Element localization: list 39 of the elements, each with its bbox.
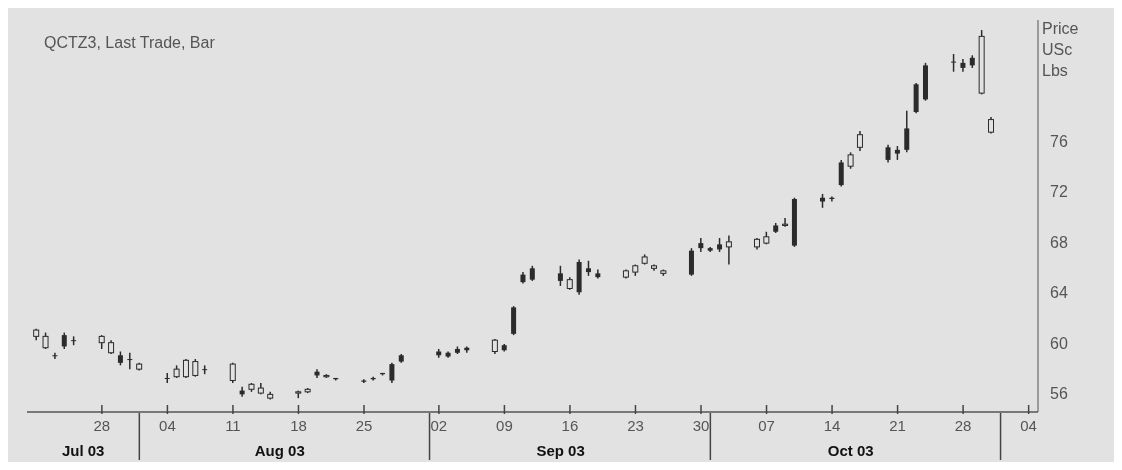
x2-tick-label: Aug 03 (254, 442, 305, 459)
x-tick-label: 23 (627, 417, 644, 434)
candlestick (164, 372, 170, 384)
candlestick (725, 234, 732, 266)
x-tick-label: 04 (1020, 417, 1037, 434)
x-tick-label: 07 (758, 417, 775, 434)
x2-tick-label: Jul 03 (61, 442, 105, 459)
x2-tick-label: Oct 03 (827, 442, 874, 459)
x-tick-label: 25 (355, 417, 373, 434)
y-axis-title: Price USc Lbs (1042, 20, 1079, 79)
x-tick-label: 14 (823, 417, 841, 434)
y-tick-label: 64 (1050, 284, 1068, 302)
candlestick (904, 110, 910, 154)
x-tick-label: 28 (93, 417, 111, 434)
candlestick (557, 265, 563, 287)
x-tick-label: 04 (159, 417, 176, 434)
text: QCTZ3, Last Trade, Bar (44, 34, 215, 52)
x-tick-label: 21 (889, 417, 906, 434)
candlestick (782, 217, 789, 228)
y-tick-label: 76 (1050, 133, 1068, 150)
candlestick (182, 358, 189, 379)
candlestick (856, 130, 863, 152)
x-tick-label: 30 (692, 417, 710, 434)
y-tick-label: 72 (1050, 183, 1068, 201)
y-tick-label: 56 (1050, 385, 1068, 403)
x-tick-label: 09 (496, 417, 513, 434)
x-tick-label: 02 (430, 417, 448, 434)
candlestick (127, 352, 133, 370)
candlestick (838, 159, 844, 188)
candlestick (52, 352, 58, 360)
candlestick (389, 362, 395, 384)
x-tick-label: 18 (290, 417, 307, 434)
x-tick-label: 16 (561, 417, 579, 434)
x-tick-label: 28 (954, 417, 972, 434)
y-tick-label: 60 (1050, 334, 1068, 352)
y-tick-label: 68 (1050, 233, 1068, 251)
candlestick (688, 247, 694, 277)
x-tick-label: 11 (225, 417, 241, 434)
x2-tick-label: Sep 03 (536, 442, 585, 459)
